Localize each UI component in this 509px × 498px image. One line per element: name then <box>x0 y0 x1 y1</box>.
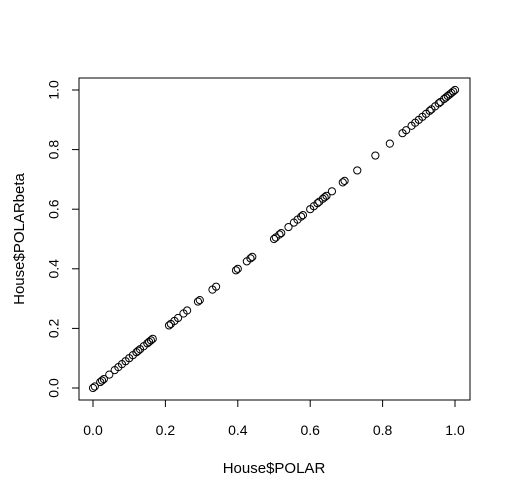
data-point <box>402 126 411 135</box>
y-tick-label: 0.6 <box>46 199 62 219</box>
data-point <box>434 99 443 108</box>
data-point <box>269 234 279 244</box>
x-tick-label: 0.8 <box>373 422 393 438</box>
data-point <box>450 85 460 95</box>
data-point <box>211 282 221 291</box>
data-point <box>322 191 331 200</box>
data-point <box>340 176 349 185</box>
data-point <box>385 139 394 148</box>
data-point <box>164 321 174 330</box>
y-tick-label: 0.4 <box>46 259 62 279</box>
x-axis: 0.0 0.2 0.4 0.6 0.8 1.0 <box>83 399 465 438</box>
data-point <box>183 306 192 315</box>
data-point <box>327 187 337 196</box>
data-point <box>231 266 241 275</box>
y-tick-label: 0.8 <box>46 140 62 160</box>
x-axis-label: House$POLAR <box>223 460 326 477</box>
y-axis: 0.0 0.2 0.4 0.6 0.8 1.0 <box>46 80 80 398</box>
data-point <box>97 376 107 385</box>
data-point <box>148 334 157 343</box>
data-point <box>298 211 308 220</box>
y-tick-label: 1.0 <box>46 80 62 100</box>
data-point <box>371 151 380 160</box>
data-point <box>146 336 156 345</box>
x-tick-label: 0.0 <box>83 422 103 438</box>
data-point <box>173 313 183 323</box>
data-point <box>105 370 114 379</box>
data-point <box>425 106 434 115</box>
data-point <box>195 295 204 305</box>
data-point <box>233 264 242 273</box>
x-tick-label: 0.2 <box>156 422 176 438</box>
data-point <box>338 178 347 187</box>
data-point <box>134 346 143 355</box>
x-tick-label: 1.0 <box>445 422 465 438</box>
data-point <box>193 297 203 306</box>
x-tick-label: 0.4 <box>228 422 248 438</box>
data-points <box>88 85 460 393</box>
data-point <box>99 374 108 384</box>
data-point <box>90 382 99 391</box>
data-point <box>275 230 284 239</box>
data-point <box>297 212 306 221</box>
data-point <box>449 87 458 96</box>
x-tick-label: 0.6 <box>300 422 320 438</box>
data-point <box>320 193 329 202</box>
y-tick-label: 0.2 <box>46 318 62 338</box>
data-point <box>246 254 255 263</box>
data-point <box>88 383 98 393</box>
y-axis-label: House$POLARbeta <box>11 172 28 304</box>
data-point <box>248 252 257 261</box>
y-tick-label: 0.0 <box>46 378 62 398</box>
data-point <box>284 222 293 232</box>
data-point <box>313 199 322 208</box>
data-point <box>277 228 286 238</box>
data-point <box>353 166 362 175</box>
